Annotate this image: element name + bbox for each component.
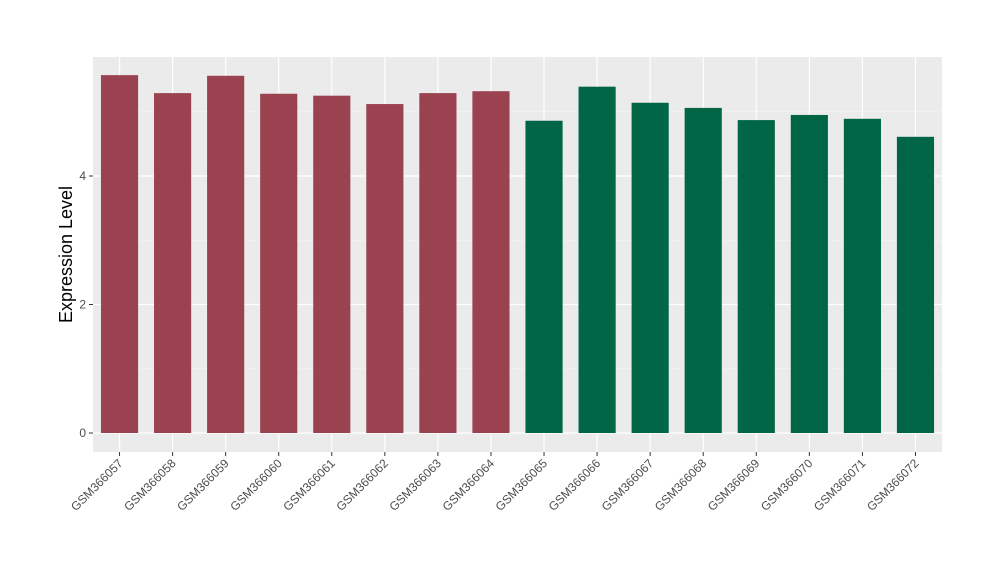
y-axis-title: Expression Level [56, 186, 76, 323]
x-tick-label: GSM366057 [68, 456, 126, 514]
bar [737, 120, 775, 433]
bar [631, 102, 669, 433]
x-tick-label: GSM366065 [493, 456, 551, 514]
bar [100, 75, 139, 433]
bar [790, 114, 828, 434]
x-tick-label: GSM366069 [705, 456, 763, 514]
bar [419, 93, 457, 434]
x-tick-label: GSM366064 [440, 456, 498, 514]
bar [472, 91, 510, 433]
x-tick-label: GSM366066 [546, 456, 604, 514]
x-tick-label: GSM366059 [174, 456, 232, 514]
x-tick-label: GSM366058 [121, 456, 179, 514]
y-tick-label: 0 [79, 426, 86, 440]
x-tick-label: GSM366068 [652, 456, 710, 514]
y-tick-label: 4 [79, 169, 86, 183]
bar [525, 120, 563, 434]
bar [207, 75, 245, 434]
x-tick-label: GSM366060 [227, 456, 285, 514]
x-tick-label: GSM366071 [811, 456, 869, 514]
bar [843, 118, 881, 433]
x-tick-label: GSM366070 [758, 456, 816, 514]
y-tick-label: 2 [79, 298, 86, 312]
bar [154, 93, 192, 434]
x-tick-label: GSM366062 [333, 456, 391, 514]
bar [896, 136, 935, 433]
bar [260, 93, 298, 433]
bar [684, 107, 722, 434]
bar [578, 86, 616, 433]
x-tick-label: GSM366063 [386, 456, 444, 514]
bar [313, 95, 351, 433]
bar [366, 104, 404, 433]
x-tick-label: GSM366067 [599, 456, 657, 514]
x-tick-label: GSM366061 [280, 456, 338, 514]
x-tick-label: GSM366072 [864, 456, 922, 514]
